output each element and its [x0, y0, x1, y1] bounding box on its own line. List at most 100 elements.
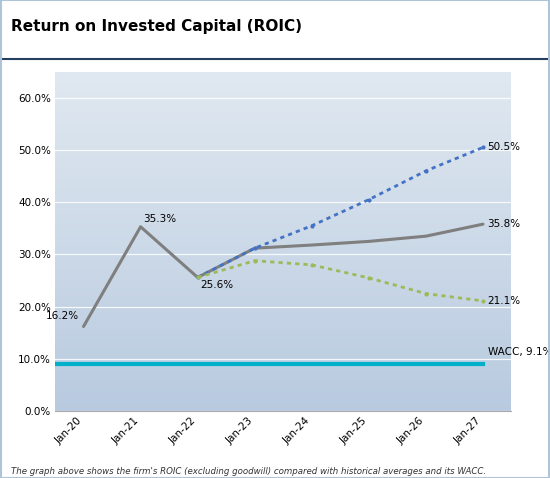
Bar [55, 380, 512, 382]
Bar [55, 114, 512, 116]
Bar [55, 241, 512, 243]
Bar [55, 128, 512, 130]
Bar [55, 112, 512, 114]
Bar [55, 258, 512, 260]
Text: Return on Invested Capital (ROIC): Return on Invested Capital (ROIC) [11, 19, 302, 33]
Bar [55, 170, 512, 172]
Text: 25.6%: 25.6% [201, 280, 234, 290]
Bar [55, 177, 512, 179]
Bar [55, 126, 512, 128]
Bar [55, 202, 512, 204]
Bar [55, 94, 512, 96]
Bar [55, 96, 512, 97]
Bar [55, 157, 512, 158]
Bar [55, 158, 512, 160]
Bar [55, 301, 512, 303]
Bar [55, 394, 512, 396]
Bar [55, 179, 512, 180]
Bar [55, 196, 512, 197]
Bar [55, 204, 512, 206]
Bar [55, 141, 512, 143]
Bar [55, 338, 512, 340]
Bar [55, 97, 512, 99]
Bar [55, 168, 512, 170]
Text: The graph above shows the firm's ROIC (excluding goodwill) compared with histori: The graph above shows the firm's ROIC (e… [11, 467, 486, 476]
Bar [55, 299, 512, 301]
Bar [55, 247, 512, 248]
Bar [55, 228, 512, 229]
Bar [55, 116, 512, 118]
Bar [55, 287, 512, 289]
Bar [55, 72, 512, 74]
Bar [55, 155, 512, 157]
Bar [55, 239, 512, 241]
Bar [55, 326, 512, 328]
Bar [55, 213, 512, 214]
Bar [55, 153, 512, 155]
Bar [55, 391, 512, 392]
Bar [55, 87, 512, 89]
Bar [55, 77, 512, 78]
Bar [55, 108, 512, 109]
Bar [55, 265, 512, 267]
Bar [55, 382, 512, 384]
Bar [55, 167, 512, 168]
Bar [55, 285, 512, 287]
Bar [55, 281, 512, 282]
Bar [55, 311, 512, 313]
Bar [55, 277, 512, 279]
Bar [55, 206, 512, 207]
Bar [55, 191, 512, 192]
Bar [55, 369, 512, 370]
Bar [55, 250, 512, 251]
Bar [55, 74, 512, 75]
Bar [55, 389, 512, 391]
Bar [55, 89, 512, 90]
Bar [55, 348, 512, 350]
Bar [55, 102, 512, 104]
Bar [55, 263, 512, 265]
Bar [55, 85, 512, 87]
Bar [55, 267, 512, 269]
Bar [55, 226, 512, 228]
Bar [55, 99, 512, 100]
Bar [55, 293, 512, 294]
Bar [55, 201, 512, 202]
Bar [55, 282, 512, 284]
Bar [55, 398, 512, 399]
Bar [55, 109, 512, 111]
Bar [55, 340, 512, 341]
Bar [55, 325, 512, 326]
Bar [55, 104, 512, 106]
Bar [55, 364, 512, 365]
Bar [55, 160, 512, 162]
Bar [55, 197, 512, 199]
Bar [55, 121, 512, 122]
Bar [55, 163, 512, 165]
Bar [55, 355, 512, 357]
Bar [55, 357, 512, 358]
Bar [55, 172, 512, 174]
Bar [55, 92, 512, 94]
Bar [55, 367, 512, 369]
Bar [55, 313, 512, 315]
Bar [55, 316, 512, 318]
Bar [55, 306, 512, 307]
Text: 35.3%: 35.3% [144, 214, 177, 224]
Bar [55, 335, 512, 337]
Bar [55, 270, 512, 272]
Bar [55, 406, 512, 408]
Bar [55, 131, 512, 133]
Bar [55, 233, 512, 235]
Bar [55, 187, 512, 189]
Bar [55, 296, 512, 297]
Bar [55, 185, 512, 187]
Bar [55, 245, 512, 247]
Bar [55, 119, 512, 121]
Bar [55, 291, 512, 293]
Bar [55, 350, 512, 352]
Bar [55, 211, 512, 213]
Bar [55, 386, 512, 387]
Bar [55, 225, 512, 226]
Bar [55, 375, 512, 377]
